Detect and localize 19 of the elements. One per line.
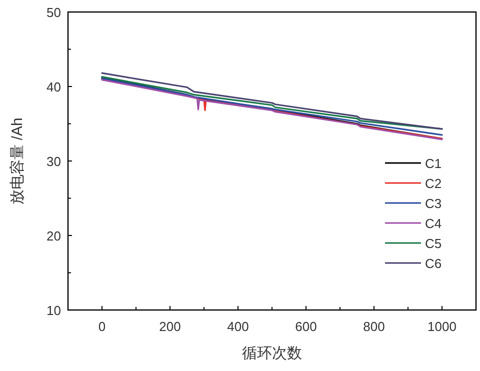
x-tick-label: 0	[98, 319, 106, 334]
y-tick-label: 30	[46, 154, 61, 169]
legend-label: C2	[425, 176, 442, 191]
y-tick-label: 20	[46, 228, 61, 244]
legend-label: C3	[425, 196, 442, 211]
x-tick-label: 200	[159, 319, 181, 334]
legend-label: C5	[425, 236, 442, 251]
legend-label: C4	[425, 216, 442, 231]
y-tick-label: 50	[46, 5, 61, 20]
y-tick-label: 40	[46, 80, 61, 94]
y-axis-title: 放电容量 /Ah	[9, 118, 26, 204]
x-tick-label: 1000	[428, 319, 456, 334]
x-axis-title: 循环次数	[242, 345, 302, 362]
legend-label: C6	[425, 256, 442, 271]
x-tick-label: 400	[227, 319, 249, 334]
x-tick-label: 800	[363, 319, 385, 334]
x-tick-label: 600	[295, 319, 317, 334]
legend-label: C1	[425, 156, 442, 171]
y-tick-label: 10	[46, 303, 61, 318]
